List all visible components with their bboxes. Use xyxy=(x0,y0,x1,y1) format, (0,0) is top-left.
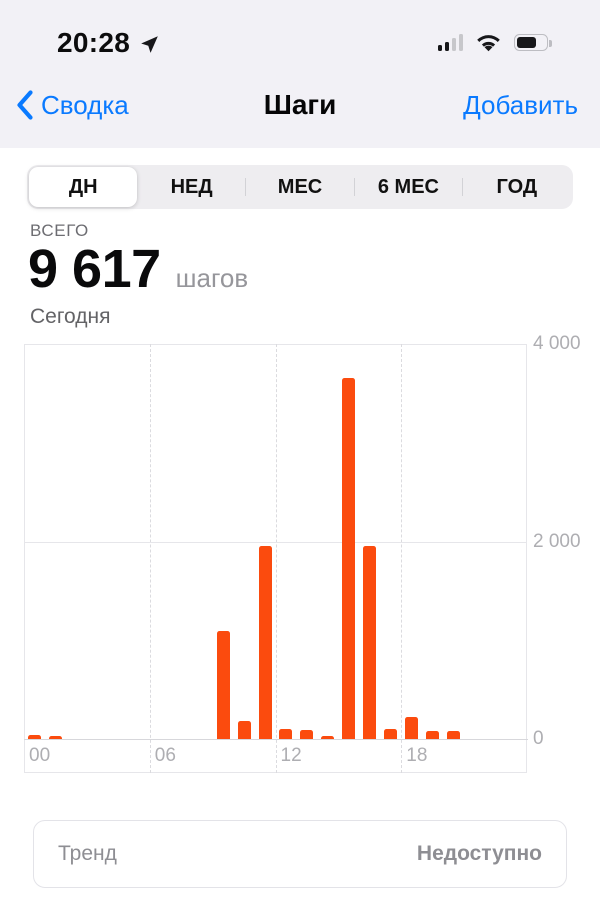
segment-divider xyxy=(245,178,247,196)
bar-hour-10 xyxy=(237,721,251,739)
y-axis-label-2000: 2 000 xyxy=(533,530,581,552)
segment-option-дн[interactable]: ДН xyxy=(29,167,138,207)
segment-option-6-мес[interactable]: 6 МЕС xyxy=(353,167,462,207)
battery-icon xyxy=(514,34,552,51)
wifi-icon xyxy=(475,33,502,52)
segment-label: ГОД xyxy=(496,175,538,198)
x-axis-label-18: 18 xyxy=(406,745,428,766)
status-icons xyxy=(437,33,552,52)
total-steps-value: 9 617 xyxy=(28,239,161,299)
bar-hour-20 xyxy=(447,730,461,739)
trend-card[interactable]: Тренд Недоступно xyxy=(33,820,567,888)
battery-fill xyxy=(517,37,537,48)
bar-hour-14 xyxy=(321,736,335,739)
clock-text: 20:28 xyxy=(57,27,131,58)
segment-label: НЕД xyxy=(170,175,213,198)
bar-hour-12 xyxy=(279,728,293,739)
bar-hour-9 xyxy=(216,631,230,739)
bar-hour-15 xyxy=(342,377,356,739)
cellular-signal-icon xyxy=(437,34,463,51)
total-steps-row: 9 617 шагов xyxy=(28,238,248,300)
y-axis-label-0: 0 xyxy=(533,728,544,749)
vertical-gridline-6 xyxy=(149,344,151,773)
segment-label: МЕС xyxy=(277,175,323,198)
bar-hour-17 xyxy=(384,728,398,739)
status-bar: 20:28 xyxy=(0,0,600,62)
zero-baseline xyxy=(24,739,528,740)
segment-label: ДН xyxy=(68,175,98,198)
total-caption: ВСЕГО xyxy=(30,221,89,240)
x-axis-label-00: 00 xyxy=(29,745,51,766)
steps-bar-chart[interactable]: 0 2 000 4 000 00 06 12 18 xyxy=(0,333,600,774)
segment-divider xyxy=(353,178,355,196)
bar-hour-1 xyxy=(48,735,62,739)
bar-hour-18 xyxy=(405,717,419,739)
location-arrow-icon xyxy=(139,34,160,55)
trend-value: Недоступно xyxy=(416,842,542,865)
bar-hour-19 xyxy=(426,731,440,739)
total-steps-unit: шагов xyxy=(175,263,249,293)
back-label: Сводка xyxy=(41,89,129,120)
top-chrome-background xyxy=(0,0,600,148)
segment-option-год[interactable]: ГОД xyxy=(462,167,571,207)
bar-hour-11 xyxy=(258,546,272,739)
period-segmented-control: ДН НЕД МЕС 6 МЕС ГОД xyxy=(27,165,573,209)
segment-option-нед[interactable]: НЕД xyxy=(137,167,245,207)
date-subtitle: Сегодня xyxy=(30,305,111,328)
add-button[interactable]: Добавить xyxy=(463,89,578,120)
battery-nub xyxy=(549,40,552,47)
chevron-left-icon xyxy=(16,90,33,120)
trend-label: Тренд xyxy=(58,842,117,865)
bar-hour-13 xyxy=(300,730,314,739)
x-axis-label-12: 12 xyxy=(280,745,302,766)
status-time: 20:28 xyxy=(57,27,160,59)
vertical-gridline-18 xyxy=(401,344,403,773)
y-axis-label-4000: 4 000 xyxy=(533,333,581,354)
back-button[interactable]: Сводка xyxy=(16,62,129,148)
bar-hour-0 xyxy=(27,735,41,739)
x-axis-label-06: 06 xyxy=(154,745,176,766)
bar-hour-16 xyxy=(363,546,377,739)
segment-divider xyxy=(462,178,464,196)
page-title: Шаги xyxy=(263,89,337,120)
segment-option-мес[interactable]: МЕС xyxy=(245,167,354,207)
nav-bar: Сводка Шаги Добавить xyxy=(0,62,600,148)
vertical-gridline-12 xyxy=(275,344,277,773)
gridline-2000 xyxy=(24,541,527,543)
segment-label: 6 МЕС xyxy=(377,175,439,198)
